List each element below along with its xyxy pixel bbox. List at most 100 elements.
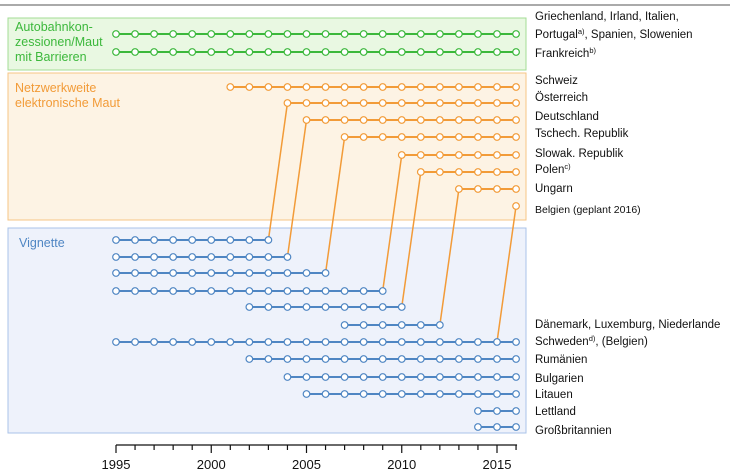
- year-marker: [321, 30, 330, 38]
- year-marker: [378, 338, 387, 346]
- timeline-row: Polenc): [416, 162, 571, 176]
- row-label: Griechenland, Irland, Italien,: [535, 11, 679, 23]
- year-marker: [416, 151, 425, 159]
- year-marker: [455, 99, 463, 107]
- transition-line: [496, 205, 517, 343]
- year-marker: [474, 151, 482, 159]
- transition-line: [381, 154, 403, 292]
- year-marker: [474, 83, 482, 91]
- year-marker: [264, 287, 273, 295]
- year-marker: [150, 48, 159, 56]
- year-marker: [340, 355, 349, 363]
- year-marker: [207, 253, 216, 261]
- row-label: Frankreichb): [535, 46, 596, 60]
- transition-line: [267, 102, 289, 241]
- year-marker: [435, 373, 444, 381]
- year-marker: [264, 338, 273, 346]
- x-tick-label: 2005: [292, 457, 321, 472]
- year-marker: [378, 287, 387, 295]
- year-marker: [302, 303, 311, 311]
- year-marker: [378, 83, 387, 91]
- year-marker: [435, 338, 444, 346]
- year-marker: [131, 269, 139, 277]
- year-marker: [302, 390, 311, 398]
- year-marker: [264, 48, 273, 56]
- year-marker: [340, 390, 349, 398]
- timeline-row: [112, 236, 273, 244]
- year-marker: [321, 390, 330, 398]
- year-marker: [169, 338, 178, 346]
- year-marker: [397, 116, 406, 124]
- year-marker: [359, 133, 368, 141]
- year-marker: [321, 83, 330, 91]
- timeline-row: [112, 287, 387, 295]
- year-marker: [131, 30, 139, 38]
- row-label: Litauen: [535, 389, 573, 401]
- year-marker: [493, 48, 501, 56]
- year-marker: [226, 253, 235, 261]
- year-marker: [112, 48, 120, 56]
- year-marker: [131, 236, 139, 244]
- year-marker: [150, 236, 159, 244]
- row-label: Dänemark, Luxemburg, Niederlande: [535, 319, 720, 331]
- year-marker: [435, 116, 444, 124]
- year-marker: [283, 287, 292, 295]
- year-marker: [435, 390, 444, 398]
- row-label: Lettland: [535, 406, 576, 418]
- year-marker: [302, 48, 311, 56]
- year-marker: [283, 48, 292, 56]
- timeline-row: Ungarn: [455, 183, 573, 195]
- year-marker: [474, 185, 482, 193]
- year-marker: [283, 269, 292, 277]
- year-marker: [378, 390, 387, 398]
- timeline-row: Österreich: [283, 92, 588, 107]
- year-marker: [359, 30, 368, 38]
- year-marker: [474, 48, 482, 56]
- year-marker: [150, 269, 159, 277]
- year-marker: [512, 373, 520, 381]
- year-marker: [226, 269, 235, 277]
- year-marker: [245, 83, 254, 91]
- timeline-row: [112, 253, 292, 261]
- year-marker: [359, 99, 368, 107]
- year-marker: [416, 30, 425, 38]
- year-marker: [435, 99, 444, 107]
- year-marker: [112, 236, 120, 244]
- year-marker: [493, 30, 501, 38]
- year-marker: [512, 116, 520, 124]
- year-marker: [226, 287, 235, 295]
- year-marker: [512, 168, 520, 176]
- year-marker: [321, 99, 330, 107]
- year-marker: [512, 355, 520, 363]
- timeline-row: Belgien (geplant 2016): [512, 202, 641, 216]
- row-label: Portugala), Spanien, Slowenien: [535, 27, 693, 41]
- year-marker: [435, 168, 444, 176]
- row-label: Schweiz: [535, 75, 578, 87]
- row-label: Rumänien: [535, 354, 587, 366]
- year-marker: [340, 30, 349, 38]
- year-marker: [474, 390, 482, 398]
- year-marker: [493, 168, 501, 176]
- year-marker: [321, 355, 330, 363]
- year-marker: [455, 133, 463, 141]
- year-marker: [359, 321, 368, 329]
- row-label: Schwedend), (Belgien): [535, 334, 648, 348]
- year-marker: [455, 48, 463, 56]
- year-marker: [283, 83, 292, 91]
- year-marker: [245, 303, 254, 311]
- year-marker: [264, 236, 273, 244]
- year-marker: [397, 303, 406, 311]
- year-marker: [283, 355, 292, 363]
- year-marker: [416, 338, 425, 346]
- year-marker: [359, 83, 368, 91]
- year-marker: [512, 133, 520, 141]
- year-marker: [512, 202, 520, 210]
- year-marker: [493, 373, 501, 381]
- row-label: Ungarn: [535, 183, 573, 195]
- year-marker: [188, 236, 197, 244]
- year-marker: [150, 253, 159, 261]
- year-marker: [321, 338, 330, 346]
- year-marker: [493, 116, 501, 124]
- year-marker: [150, 287, 159, 295]
